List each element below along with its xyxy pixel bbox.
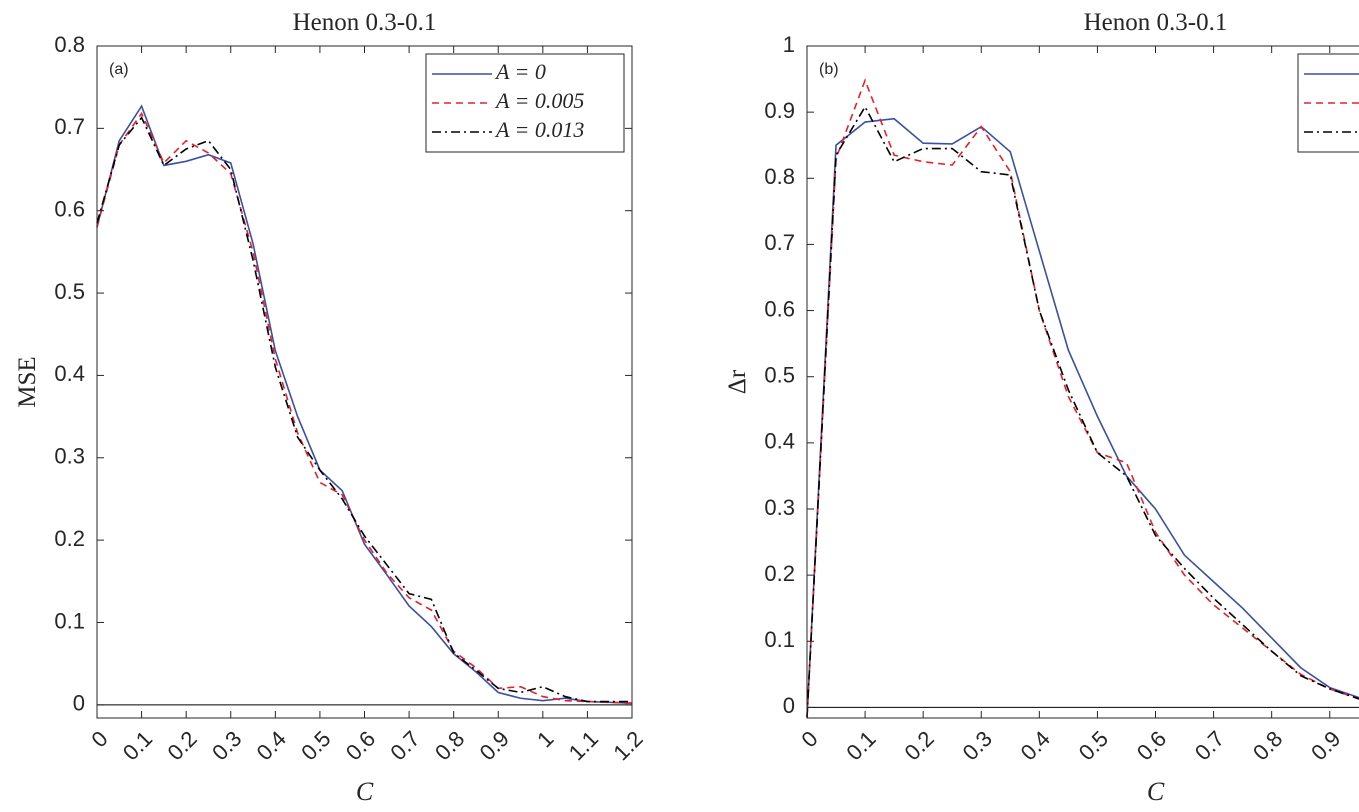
- y-tick-label: 0.4: [54, 361, 85, 386]
- y-tick-label: 1: [783, 32, 795, 57]
- y-axis-label: MSE: [14, 356, 41, 407]
- x-tick-label: 0: [796, 726, 822, 752]
- x-tick-label: 0: [86, 726, 112, 752]
- y-tick-label: 0.3: [54, 444, 85, 469]
- data-line: [96, 116, 632, 703]
- y-tick-label: 0.7: [54, 114, 85, 139]
- y-axis-label: Δr: [724, 369, 751, 394]
- data-line: [806, 105, 1359, 718]
- y-tick-label: 0.7: [764, 230, 795, 255]
- x-tick-label: 0.2: [163, 726, 202, 765]
- y-tick-label: 0.1: [764, 627, 795, 652]
- x-tick-label: 0.6: [1132, 726, 1171, 765]
- y-tick-label: 0.6: [54, 197, 85, 222]
- y-tick-label: 0.8: [764, 164, 795, 189]
- y-tick-label: 0: [783, 693, 795, 718]
- y-tick-label: 0.4: [764, 429, 795, 454]
- data-line: [96, 104, 633, 704]
- plot-area: [97, 46, 632, 718]
- data-line: [806, 117, 1359, 718]
- chart-title: Henon 0.3-0.1: [293, 9, 437, 36]
- x-tick-label: 0.8: [1248, 726, 1287, 765]
- y-tick-label: 0.1: [54, 608, 85, 633]
- chart-title: Henon 0.3-0.1: [1084, 9, 1228, 36]
- y-tick-label: 0.2: [764, 561, 795, 586]
- data-line: [96, 111, 633, 704]
- data-line: [806, 78, 1359, 718]
- y-tick-label: 0.8: [54, 32, 85, 57]
- x-tick-label: 0.7: [1190, 726, 1229, 765]
- x-tick-label: 1: [532, 726, 558, 752]
- x-tick-label: 0.5: [296, 726, 335, 765]
- x-tick-label: 0.1: [118, 726, 157, 765]
- y-tick-label: 0: [73, 691, 85, 716]
- y-tick-label: 0.9: [764, 98, 795, 123]
- legend-label: A = 0.013: [494, 117, 584, 142]
- y-tick-label: 0.5: [764, 363, 795, 388]
- x-tick-label: 0.5: [1074, 726, 1113, 765]
- y-tick-label: 0.3: [764, 495, 795, 520]
- x-tick-label: 0.4: [1016, 726, 1055, 765]
- panel-label: (b): [819, 61, 839, 78]
- x-axis-label: C: [1147, 777, 1165, 806]
- x-axis-label: C: [356, 777, 374, 806]
- x-tick-label: 0.4: [252, 726, 291, 765]
- x-tick-label: 0.9: [475, 726, 514, 765]
- legend-label: A = 0: [494, 59, 546, 84]
- x-tick-label: 0.8: [430, 726, 469, 765]
- panel-label: (a): [109, 61, 129, 78]
- x-tick-label: 1.2: [608, 726, 647, 765]
- y-tick-label: 0.5: [54, 279, 85, 304]
- x-tick-label: 0.6: [341, 726, 380, 765]
- y-tick-label: 0.2: [54, 526, 85, 551]
- x-tick-label: 0.1: [841, 726, 880, 765]
- x-tick-label: 0.2: [900, 726, 939, 765]
- x-tick-label: 1.1: [564, 726, 603, 765]
- x-tick-label: 0.9: [1306, 726, 1345, 765]
- x-tick-label: 0.7: [385, 726, 424, 765]
- x-tick-label: 0.3: [207, 726, 246, 765]
- x-tick-label: 0.3: [958, 726, 997, 765]
- y-tick-label: 0.6: [764, 296, 795, 321]
- legend-label: A = 0.005: [494, 88, 584, 113]
